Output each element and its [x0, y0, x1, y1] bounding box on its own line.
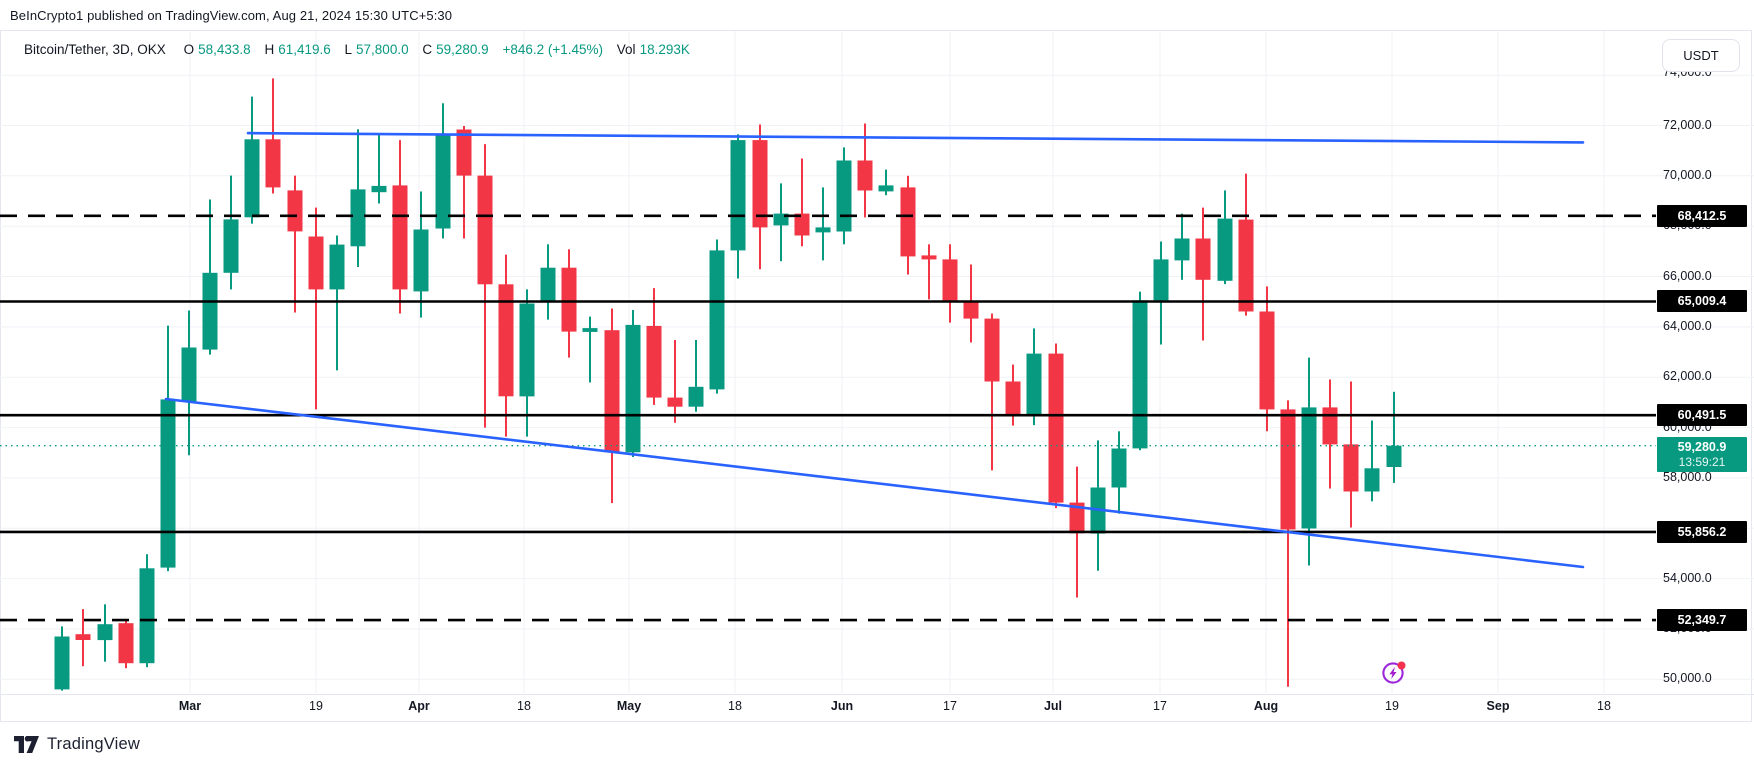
level-price-badge: 68,412.5 [1657, 205, 1747, 227]
current-price-value: 59,280.9 [1677, 440, 1727, 454]
time-axis-label: 17 [943, 699, 957, 713]
chart-frame [0, 30, 1752, 722]
symbol-legend[interactable]: Bitcoin/Tether, 3D, OKX O 58,433.8 H 61,41… [24, 42, 700, 57]
price-axis-label: 62,000.0 [1663, 369, 1712, 383]
currency-button[interactable]: USDT [1662, 39, 1740, 72]
time-axis-label: 18 [1597, 699, 1611, 713]
time-axis-label: 18 [728, 699, 742, 713]
time-axis-label: 19 [309, 699, 323, 713]
high-label: H [264, 42, 275, 57]
current-price-badge: 59,280.9 13:59:21 [1657, 437, 1747, 472]
time-axis-label: 17 [1153, 699, 1167, 713]
time-axis-label: Apr [408, 699, 430, 713]
time-axis-label: Aug [1253, 699, 1279, 713]
open-value: 58,433.8 [198, 42, 251, 57]
bar-countdown: 13:59:21 [1678, 455, 1726, 469]
volume-value: 18.293K [639, 42, 690, 57]
price-axis-label: 54,000.0 [1663, 571, 1712, 585]
volume-label: Vol [616, 42, 636, 57]
price-axis-label: 50,000.0 [1663, 671, 1712, 685]
low-value: 57,800.0 [356, 42, 409, 57]
tradingview-logo[interactable]: TradingView [14, 735, 140, 754]
high-value: 61,419.6 [278, 42, 331, 57]
price-axis-label: 58,000.0 [1663, 470, 1712, 484]
time-axis-label: Jul [1043, 699, 1063, 713]
close-label: C [422, 42, 433, 57]
time-axis-label: May [616, 699, 642, 713]
tradingview-logo-text: TradingView [47, 735, 140, 753]
open-label: O [183, 42, 195, 57]
level-price-badge: 65,009.4 [1657, 290, 1747, 312]
event-flash-icon[interactable] [1379, 658, 1408, 687]
level-price-badge: 60,491.5 [1657, 404, 1747, 426]
time-axis-label: 18 [517, 699, 531, 713]
price-axis-label: 66,000.0 [1663, 269, 1712, 283]
time-axis-label: Sep [1486, 699, 1510, 713]
symbol-name: Bitcoin/Tether, 3D, OKX [24, 42, 166, 57]
tradingview-mark-icon [14, 736, 39, 753]
low-label: L [344, 42, 353, 57]
time-axis-label: Mar [178, 699, 202, 713]
time-axis-label: Jun [830, 699, 854, 713]
close-value: 59,280.9 [436, 42, 489, 57]
price-axis-label: 70,000.0 [1663, 168, 1712, 182]
attribution-text: BeInCrypto1 published on TradingView.com… [10, 8, 453, 23]
time-axis-separator [0, 694, 1754, 695]
time-axis-label: 19 [1385, 699, 1399, 713]
level-price-badge: 52,349.7 [1657, 609, 1747, 631]
change-value: +846.2 (+1.45%) [502, 42, 604, 57]
price-axis-label: 64,000.0 [1663, 319, 1712, 333]
level-price-badge: 55,856.2 [1657, 521, 1747, 543]
price-axis-label: 72,000.0 [1663, 118, 1712, 132]
